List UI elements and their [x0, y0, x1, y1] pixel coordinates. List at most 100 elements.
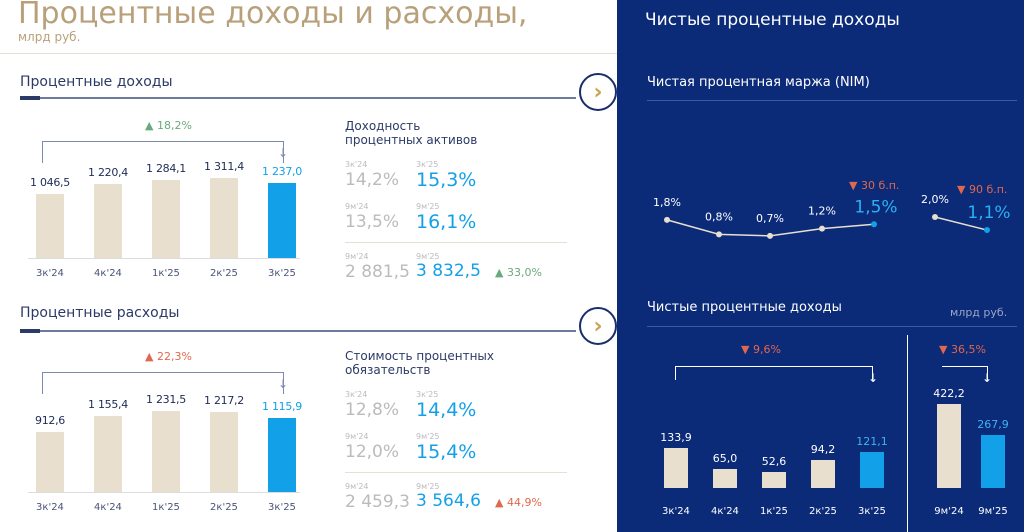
data-label: 1 284,1: [146, 161, 186, 175]
label: 9м'24: [345, 432, 369, 441]
label: 9м'25: [416, 432, 440, 441]
label: 9м'25: [416, 482, 440, 491]
expense-change: ▲ 22,3%: [145, 350, 192, 363]
nim-point: [767, 232, 773, 239]
category-label: 1к'25: [760, 506, 788, 517]
nim-line-chart: 1,8% 0,8% 0,7% 1,2% 1,5% 2,0% 1,1%: [653, 193, 1011, 239]
yield-title: Доходность процентных активов: [345, 119, 477, 147]
bar: [664, 447, 688, 488]
nim-label: 0,8%: [705, 210, 733, 223]
label: 3к'25: [416, 390, 439, 399]
category-label: 3к'25: [268, 268, 296, 279]
data-label: 1 231,5: [146, 392, 186, 406]
change: ▲ 33,0%: [495, 266, 542, 279]
expense-bracket: [42, 372, 284, 394]
data-label: 52,6: [761, 455, 787, 469]
data-label: 121,1: [856, 434, 888, 448]
category-label: 3к'25: [858, 506, 886, 517]
cost-title: Стоимость процентных обязательств: [345, 349, 494, 377]
data-label: 65,0: [712, 451, 738, 465]
category-label: 9м'24: [934, 506, 964, 517]
cost-title-line1: Стоимость процентных: [345, 349, 494, 363]
data-label: 94,2: [810, 442, 836, 456]
bar: [210, 178, 238, 258]
label: 3к'25: [416, 160, 439, 169]
yield-title-line2: процентных активов: [345, 133, 478, 147]
income-rule: [20, 96, 576, 100]
bar: [210, 411, 238, 492]
page-title: Процентные доходы и расходы,: [18, 0, 528, 31]
next-arrow-button[interactable]: ›: [579, 73, 617, 111]
nim-label: 1,8%: [653, 196, 681, 209]
expense-rule: [20, 329, 576, 333]
nim-label: 1,2%: [808, 205, 836, 218]
bar: [937, 404, 961, 488]
nim-point: [932, 214, 938, 220]
data-label: 912,6: [35, 413, 65, 427]
nim-line: [934, 216, 988, 231]
bar: [860, 451, 884, 488]
arrow-down-icon: ↓: [278, 146, 289, 160]
divider: [0, 53, 617, 54]
label: 9м'24: [345, 202, 369, 211]
arrow-down-icon: ↓: [278, 377, 289, 391]
label: 9м'24: [345, 482, 369, 491]
category-label: 2к'25: [210, 268, 238, 279]
data-label: 1 311,4: [204, 160, 244, 173]
nim-title: Чистая процентная маржа (NIM): [647, 75, 870, 90]
change: ▲ 44,9%: [495, 496, 542, 509]
value: 3 564,6: [416, 491, 481, 511]
data-label: 1 046,5: [30, 176, 70, 190]
chevron-right-icon: ›: [593, 313, 603, 339]
yield-title-line1: Доходность: [345, 119, 421, 133]
category-label: 2к'25: [210, 502, 238, 513]
category-label: 2к'25: [809, 506, 837, 517]
next-arrow-button[interactable]: ›: [579, 307, 617, 345]
divider: [345, 472, 567, 473]
bar: [36, 194, 64, 258]
category-label: 1к'25: [152, 268, 180, 279]
nii-change-q: ▼ 9,6%: [741, 343, 781, 356]
right-panel: Чистые процентные доходы Чистая процентн…: [617, 0, 1024, 532]
nim-label: 1,5%: [854, 197, 897, 217]
nim-label: 0,7%: [756, 212, 784, 225]
value: 2 459,3: [345, 492, 410, 512]
cost-title-line2: обязательств: [345, 363, 431, 377]
bar: [94, 415, 122, 492]
nii-9m-bracket: [942, 366, 988, 380]
data-label: 1 115,9: [262, 400, 302, 414]
category-label: 9м'25: [978, 506, 1008, 517]
nim-point: [984, 227, 990, 234]
nii-bracket: [675, 366, 873, 380]
data-label: 1 155,4: [88, 397, 128, 411]
data-label: 133,9: [660, 430, 692, 444]
left-panel: Процентные доходы и расходы, млрд руб. П…: [0, 0, 617, 513]
nii-title: Чистые процентные доходы: [647, 300, 842, 315]
data-label: 267,9: [977, 417, 1009, 431]
value: 15,3%: [416, 169, 477, 191]
bar: [152, 410, 180, 492]
bar: [94, 183, 122, 258]
baseline: [28, 258, 300, 259]
value: 14,2%: [345, 170, 400, 190]
data-label: 1 237,0: [262, 164, 302, 178]
category-label: 4к'24: [94, 502, 122, 513]
baseline: [28, 492, 300, 493]
value: 15,4%: [416, 441, 477, 463]
data-label: 1 217,2: [204, 393, 244, 407]
category-label: 3к'24: [36, 502, 64, 513]
bar: [268, 418, 296, 492]
bar: [713, 468, 737, 488]
category-label: 1к'25: [152, 502, 180, 513]
value: 13,5%: [345, 212, 400, 232]
nim-point: [664, 216, 670, 223]
nim-label: 1,1%: [967, 203, 1010, 223]
arrow-down-icon: ↓: [868, 371, 879, 385]
divider: [647, 100, 1017, 101]
nii-unit: млрд руб.: [950, 306, 1008, 319]
value: 2 881,5: [345, 262, 410, 282]
arrow-down-icon: ↓: [982, 371, 993, 385]
nim-change-q: ▼ 30 б.п.: [849, 179, 900, 192]
page-subtitle: млрд руб.: [18, 30, 81, 44]
divider: [345, 242, 567, 243]
